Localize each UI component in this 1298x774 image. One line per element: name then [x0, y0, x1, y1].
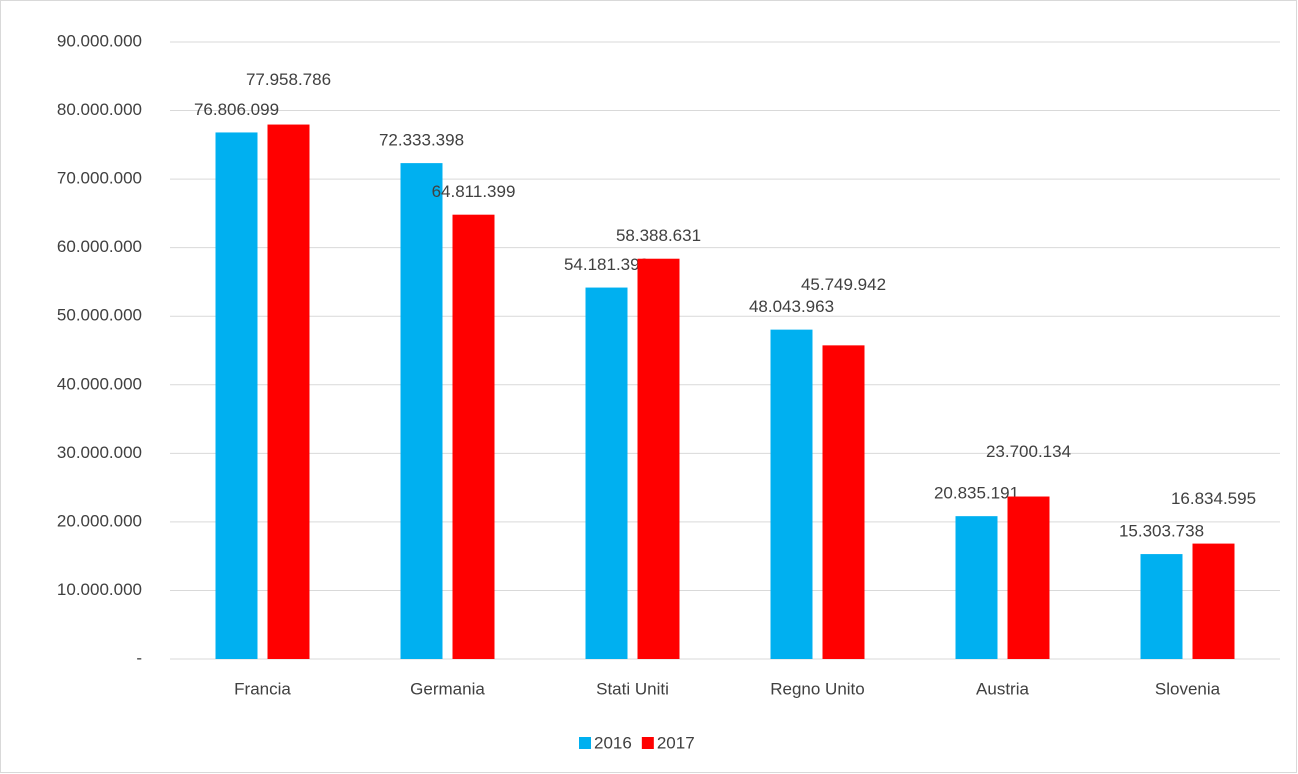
y-tick-label: 10.000.000	[57, 580, 142, 599]
bar	[452, 214, 495, 659]
y-tick-label: 90.000.000	[57, 31, 142, 50]
bar	[637, 258, 680, 659]
data-label: 54.181.399	[564, 255, 649, 274]
bar	[400, 163, 443, 659]
data-label: 58.388.631	[616, 226, 701, 245]
bar	[1007, 496, 1050, 659]
x-tick-label: Regno Unito	[770, 679, 865, 698]
data-label: 45.749.942	[801, 275, 886, 294]
data-label: 23.700.134	[986, 442, 1071, 461]
bar	[1140, 554, 1183, 659]
y-tick-label: 30.000.000	[57, 443, 142, 462]
data-label: 77.958.786	[246, 70, 331, 89]
data-label: 15.303.738	[1119, 522, 1204, 541]
legend-label: 2016	[594, 733, 632, 752]
bar	[1192, 543, 1235, 659]
data-label: 48.043.963	[749, 297, 834, 316]
x-tick-label: Austria	[976, 679, 1029, 698]
y-tick-label: 70.000.000	[57, 169, 142, 188]
bar	[215, 132, 258, 659]
y-tick-label: 40.000.000	[57, 374, 142, 393]
y-tick-label: 50.000.000	[57, 306, 142, 325]
x-tick-label: Germania	[410, 679, 485, 698]
y-tick-label: 80.000.000	[57, 100, 142, 119]
x-tick-label: Slovenia	[1155, 679, 1221, 698]
bar	[822, 345, 865, 659]
y-tick-label: 20.000.000	[57, 511, 142, 530]
legend-swatch	[579, 737, 591, 749]
bar	[955, 516, 998, 659]
y-tick-label: 60.000.000	[57, 237, 142, 256]
x-tick-label: Francia	[234, 679, 291, 698]
data-label: 20.835.191	[934, 484, 1019, 503]
bar	[585, 287, 628, 659]
legend-swatch	[641, 737, 654, 749]
data-label: 72.333.398	[379, 131, 464, 150]
bar	[770, 329, 813, 659]
y-tick-label: -	[136, 648, 142, 667]
data-label: 64.811.399	[432, 182, 516, 201]
bar	[267, 124, 310, 660]
data-label: 16.834.595	[1171, 489, 1256, 508]
data-label: 76.806.099	[194, 100, 279, 119]
legend-label: 2017	[657, 733, 695, 752]
x-tick-label: Stati Uniti	[596, 679, 669, 698]
